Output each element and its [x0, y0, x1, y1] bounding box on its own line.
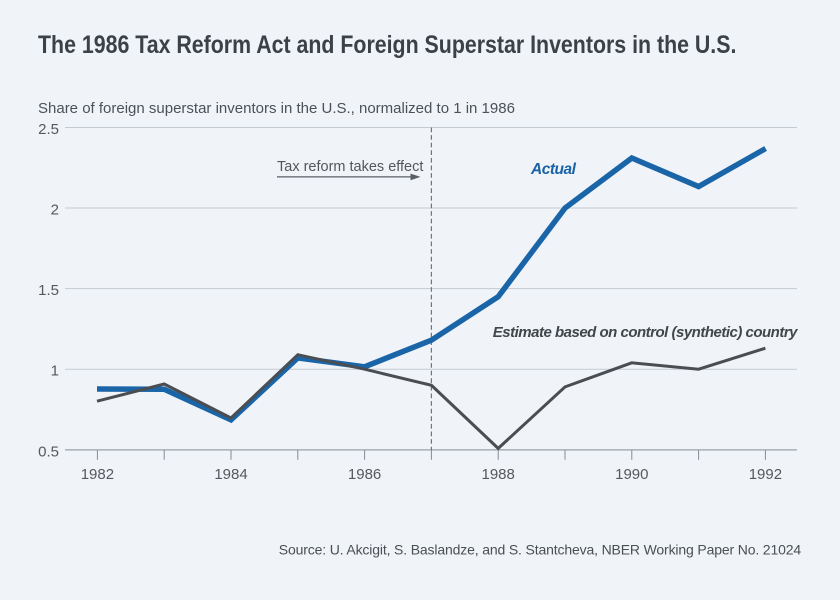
svg-text:Share of foreign superstar inv: Share of foreign superstar inventors in …	[38, 100, 515, 117]
svg-text:2: 2	[51, 202, 59, 219]
svg-text:0.5: 0.5	[38, 443, 59, 460]
svg-text:1982: 1982	[81, 466, 114, 483]
svg-text:1986: 1986	[348, 466, 381, 483]
svg-text:1988: 1988	[482, 466, 515, 483]
svg-text:1984: 1984	[214, 466, 247, 483]
svg-text:1: 1	[51, 363, 59, 380]
svg-text:1990: 1990	[615, 466, 648, 483]
svg-text:Source: U. Akcigit, S. Basland: Source: U. Akcigit, S. Baslandze, and S.…	[279, 542, 802, 558]
svg-text:2.5: 2.5	[38, 121, 59, 138]
svg-text:1992: 1992	[749, 466, 782, 483]
svg-text:Actual: Actual	[530, 161, 577, 178]
svg-text:The 1986 Tax Reform Act and Fo: The 1986 Tax Reform Act and Foreign Supe…	[38, 30, 736, 58]
svg-text:Estimate based on control (syn: Estimate based on control (synthetic) co…	[493, 324, 798, 341]
svg-text:1.5: 1.5	[38, 282, 59, 299]
svg-text:Tax reform takes effect: Tax reform takes effect	[277, 159, 423, 175]
